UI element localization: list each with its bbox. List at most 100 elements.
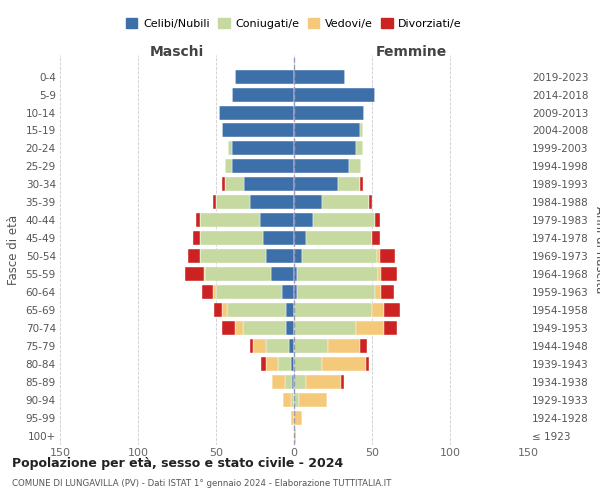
Bar	[297, 268, 378, 281]
Bar	[278, 357, 291, 371]
Bar	[226, 160, 232, 173]
Bar	[232, 88, 294, 102]
Bar	[263, 232, 294, 245]
Bar	[378, 268, 382, 281]
Bar	[380, 250, 395, 264]
Bar	[341, 375, 344, 389]
Bar	[271, 268, 294, 281]
Bar	[250, 339, 253, 353]
Bar	[235, 321, 242, 335]
Bar	[294, 160, 349, 173]
Bar	[213, 285, 216, 299]
Bar	[203, 268, 205, 281]
Bar	[328, 339, 359, 353]
Bar	[294, 196, 322, 209]
Bar	[299, 393, 327, 407]
Bar	[227, 303, 286, 317]
Bar	[382, 268, 397, 281]
Bar	[294, 142, 356, 156]
Bar	[283, 393, 291, 407]
Bar	[216, 285, 281, 299]
Bar	[291, 357, 294, 371]
Bar	[185, 268, 203, 281]
Bar	[291, 411, 294, 425]
Bar	[232, 160, 294, 173]
Bar	[366, 357, 369, 371]
Bar	[377, 250, 380, 264]
Bar	[261, 357, 266, 371]
Bar	[260, 214, 294, 228]
Bar	[253, 339, 266, 353]
Bar	[286, 303, 294, 317]
Bar	[266, 339, 289, 353]
Bar	[286, 321, 294, 335]
Bar	[200, 250, 266, 264]
Bar	[356, 142, 362, 156]
Bar	[216, 196, 250, 209]
Bar	[242, 321, 286, 335]
Bar	[294, 357, 322, 371]
Bar	[284, 375, 292, 389]
Bar	[294, 214, 313, 228]
Bar	[294, 178, 338, 192]
Bar	[213, 196, 216, 209]
Bar	[235, 70, 294, 84]
Bar	[202, 285, 213, 299]
Text: Popolazione per età, sesso e stato civile - 2024: Popolazione per età, sesso e stato civil…	[12, 458, 343, 470]
Bar	[294, 411, 302, 425]
Bar	[372, 232, 380, 245]
Bar	[294, 106, 364, 120]
Bar	[214, 303, 222, 317]
Bar	[294, 232, 307, 245]
Y-axis label: Fasce di età: Fasce di età	[7, 215, 20, 285]
Bar	[385, 303, 400, 317]
Bar	[294, 339, 328, 353]
Bar	[359, 124, 362, 138]
Bar	[266, 357, 278, 371]
Bar	[250, 196, 294, 209]
Text: COMUNE DI LUNGAVILLA (PV) - Dati ISTAT 1° gennaio 2024 - Elaborazione TUTTITALIA: COMUNE DI LUNGAVILLA (PV) - Dati ISTAT 1…	[12, 479, 391, 488]
Bar	[272, 375, 284, 389]
Text: Femmine: Femmine	[376, 46, 446, 60]
Bar	[200, 214, 260, 228]
Bar	[322, 196, 369, 209]
Bar	[307, 375, 341, 389]
Bar	[219, 106, 294, 120]
Bar	[297, 285, 375, 299]
Text: Maschi: Maschi	[150, 46, 204, 60]
Bar	[294, 124, 359, 138]
Bar	[289, 339, 294, 353]
Bar	[294, 303, 372, 317]
Bar	[188, 250, 200, 264]
Bar	[322, 357, 366, 371]
Bar	[229, 142, 232, 156]
Bar	[226, 178, 244, 192]
Bar	[385, 321, 397, 335]
Bar	[294, 321, 356, 335]
Bar	[244, 178, 294, 192]
Bar	[292, 375, 294, 389]
Bar	[338, 178, 359, 192]
Bar	[205, 268, 271, 281]
Bar	[294, 88, 375, 102]
Bar	[356, 321, 385, 335]
Bar	[359, 178, 362, 192]
Bar	[266, 250, 294, 264]
Bar	[281, 285, 294, 299]
Bar	[294, 375, 307, 389]
Bar	[294, 285, 297, 299]
Bar	[349, 160, 361, 173]
Bar	[193, 232, 200, 245]
Bar	[294, 268, 297, 281]
Bar	[313, 214, 375, 228]
Bar	[307, 232, 372, 245]
Bar	[382, 285, 394, 299]
Bar	[369, 196, 372, 209]
Bar	[372, 303, 385, 317]
Bar	[294, 393, 299, 407]
Bar	[196, 214, 200, 228]
Bar	[222, 321, 235, 335]
Bar	[302, 250, 377, 264]
Bar	[222, 178, 226, 192]
Bar	[294, 70, 346, 84]
